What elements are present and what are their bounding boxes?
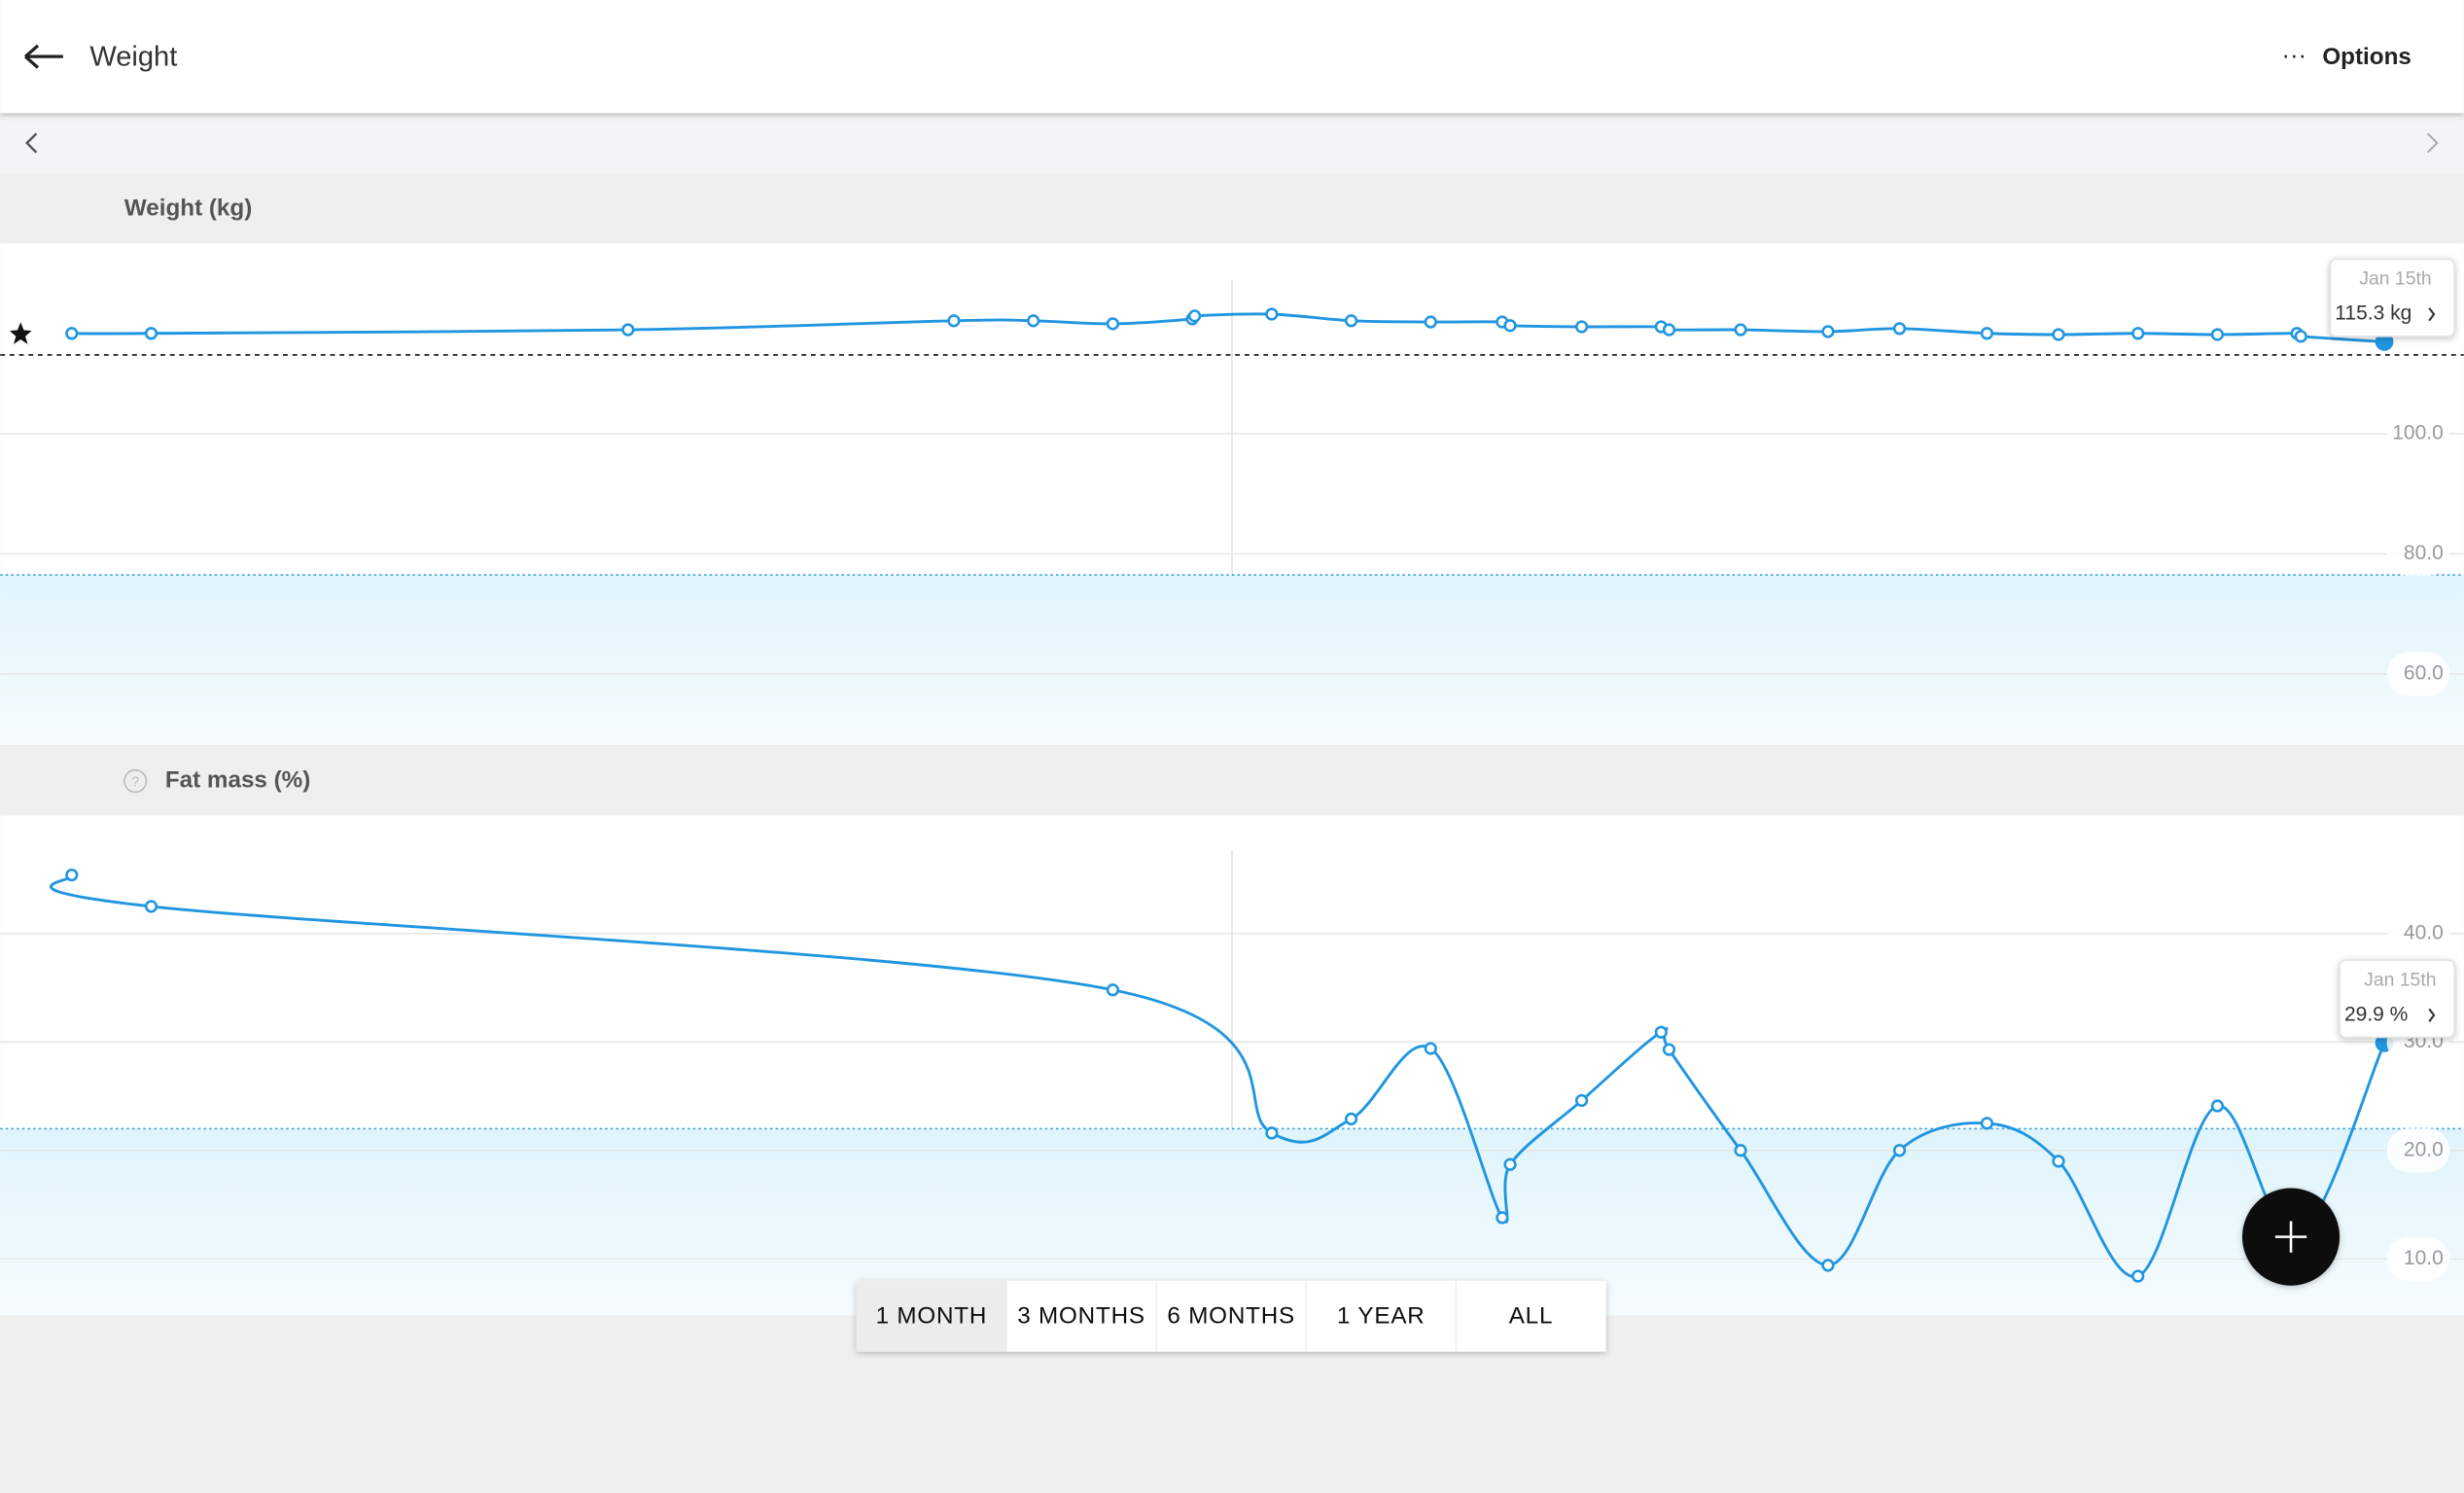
data-point[interactable] (1574, 1093, 1589, 1108)
data-point[interactable] (1734, 323, 1747, 337)
range-tab[interactable]: 3 MONTHS (1017, 1302, 1145, 1329)
data-point[interactable] (2294, 330, 2307, 343)
data-point[interactable] (1106, 983, 1120, 997)
tooltip-chevron (2428, 1008, 2436, 1022)
range-tab[interactable]: 1 MONTH (876, 1302, 988, 1329)
data-point[interactable] (1574, 320, 1589, 334)
star-icon (9, 322, 32, 344)
data-point[interactable] (1265, 1126, 1279, 1140)
data-point[interactable] (2210, 1099, 2225, 1113)
data-point[interactable] (1734, 1144, 1747, 1157)
data-point[interactable] (2131, 327, 2145, 340)
tab-selected (856, 1280, 1006, 1352)
range-tab[interactable]: 6 MONTHS (1167, 1302, 1295, 1329)
nav-bar (0, 116, 2464, 173)
tick-label-bg (2386, 652, 2450, 696)
data-point[interactable] (1106, 317, 1120, 331)
tooltip-value: 115.3 kg (2335, 302, 2411, 325)
add-icon (2274, 1221, 2307, 1253)
tooltip[interactable] (2329, 258, 2455, 338)
data-point[interactable] (947, 314, 961, 328)
data-point[interactable] (1821, 1259, 1835, 1272)
data-point[interactable] (144, 327, 158, 340)
section-title: Fat mass (%) (165, 766, 310, 793)
data-point[interactable] (2052, 328, 2065, 341)
data-point[interactable] (2131, 1269, 2145, 1283)
options-icon[interactable]: ··· (2281, 42, 2306, 69)
options-button[interactable]: Options (2322, 44, 2411, 70)
tooltip[interactable] (2339, 959, 2455, 1039)
healthy-band (0, 575, 2464, 745)
app-bar (0, 0, 2464, 114)
help-icon[interactable] (123, 768, 148, 794)
data-point[interactable] (1265, 307, 1279, 321)
page-title: Weight (89, 41, 177, 72)
tooltip-date: Jan 15th (2364, 969, 2436, 990)
tick-label-bg (2386, 411, 2450, 456)
data-point[interactable] (1344, 1112, 1358, 1126)
prev-button[interactable] (24, 132, 38, 154)
range-tabs: 1 MONTH 3 MONTHS 6 MONTHS 1 YEAR ALL (856, 1280, 1606, 1352)
y-tick-label: 60.0 (2404, 662, 2444, 685)
data-point[interactable] (1662, 1043, 1676, 1056)
tick-label-bg (2386, 1128, 2450, 1173)
tooltip-date: Jan 15th (2359, 268, 2431, 290)
data-point[interactable] (65, 327, 79, 340)
data-point[interactable] (1344, 314, 1358, 328)
data-point[interactable] (1662, 323, 1676, 337)
tick-label-bg (2386, 531, 2450, 577)
data-point[interactable] (65, 868, 79, 882)
back-button[interactable] (24, 44, 63, 69)
tick-label-bg (2386, 1236, 2450, 1281)
data-point[interactable] (1027, 314, 1040, 328)
data-point[interactable] (1187, 309, 1202, 323)
data-point[interactable] (1821, 325, 1835, 338)
data-point[interactable] (1980, 1117, 1994, 1130)
y-tick-label: 20.0 (2404, 1138, 2444, 1160)
section-title: Weight (kg) (124, 195, 252, 221)
next-button[interactable] (2426, 132, 2439, 154)
data-point[interactable] (1424, 315, 1437, 329)
data-point[interactable] (1892, 322, 1907, 336)
tooltip-chevron (2428, 307, 2436, 322)
tooltip-value: 29.9 % (2344, 1003, 2408, 1025)
data-point[interactable] (1503, 319, 1517, 333)
data-point[interactable] (1980, 327, 1994, 340)
data-point[interactable] (1503, 1157, 1517, 1171)
range-tab[interactable]: ALL (1509, 1302, 1554, 1329)
data-point[interactable] (2210, 328, 2225, 341)
y-tick-label: 40.0 (2404, 921, 2444, 943)
data-point[interactable] (621, 323, 635, 337)
help-icon-mark: ? (131, 775, 139, 791)
tick-label-bg (2386, 911, 2450, 956)
y-tick-label: 80.0 (2404, 542, 2444, 564)
y-tick-label: 10.0 (2404, 1247, 2444, 1269)
y-tick-label: 100.0 (2392, 421, 2444, 444)
data-point[interactable] (144, 900, 158, 913)
data-point[interactable] (2052, 1155, 2065, 1168)
data-point[interactable] (1424, 1042, 1437, 1055)
data-point[interactable] (1892, 1144, 1907, 1157)
data-point[interactable] (1496, 1211, 1509, 1225)
range-tab[interactable]: 1 YEAR (1337, 1302, 1426, 1329)
data-point[interactable] (1654, 1025, 1668, 1039)
